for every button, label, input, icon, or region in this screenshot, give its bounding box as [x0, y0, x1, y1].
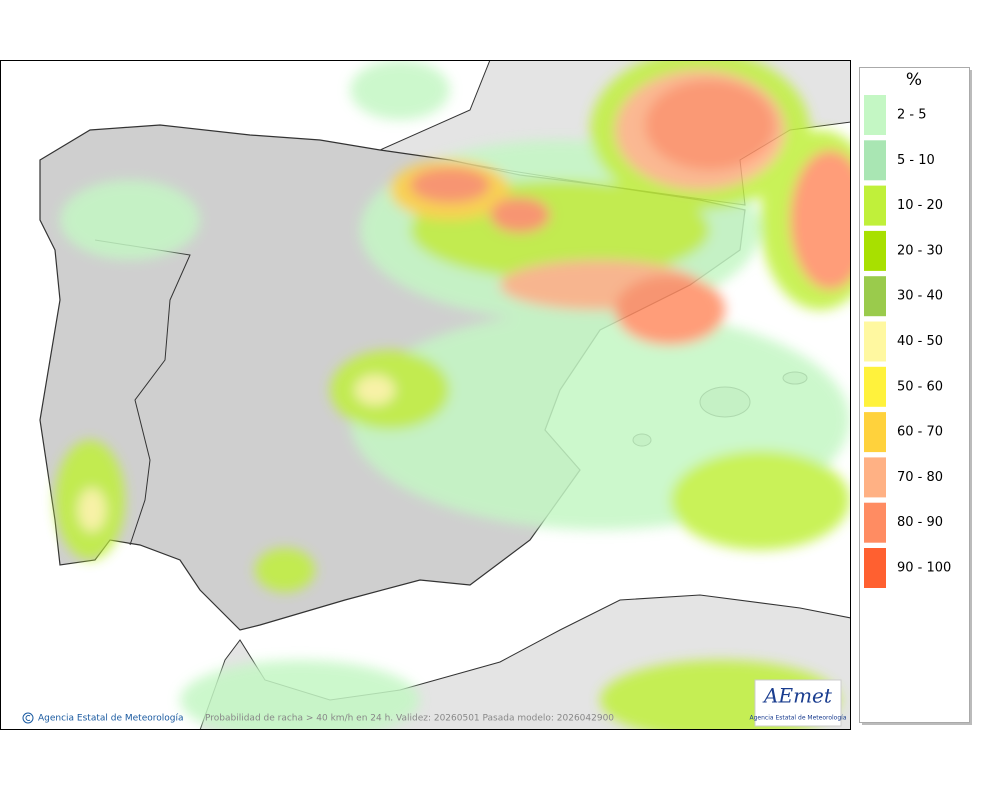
legend-title: %	[906, 70, 922, 90]
legend-label: 50 - 60	[897, 379, 943, 394]
map-frame	[0, 60, 851, 730]
legend-label: 2 - 5	[897, 108, 927, 123]
legend-swatch	[864, 185, 886, 226]
legend-swatch	[864, 230, 886, 271]
portugal-border	[94, 239, 191, 546]
map: Agencia Estatal de Meteorología Probabil…	[1, 61, 850, 729]
copyright-icon	[22, 712, 34, 724]
legend-swatch	[864, 548, 886, 588]
legend-swatch	[864, 366, 886, 407]
logo-mark: AEmet	[762, 684, 833, 708]
legend-label: 70 - 80	[897, 470, 943, 485]
legend-swatch	[864, 412, 886, 453]
agency-credit: Agencia Estatal de Meteorología	[38, 714, 184, 724]
legend-label: 5 - 10	[897, 153, 935, 168]
legend-items: 2 - 5 5 - 10 10 - 20 20 - 30 30 - 40 40 - 50 5…	[864, 95, 951, 588]
map-caption: Probabilidad de racha > 40 km/h en 24 h.…	[205, 714, 614, 724]
legend-swatch	[864, 321, 886, 362]
legend-label: 30 - 40	[897, 289, 943, 304]
legend-label: 40 - 50	[897, 334, 943, 349]
legend-label: 60 - 70	[897, 425, 943, 440]
probability-field	[55, 61, 850, 729]
legend-swatch	[864, 502, 886, 543]
legend-label: 80 - 90	[897, 515, 943, 530]
logo-subtitle: Agencia Estatal de Meteorología	[750, 715, 847, 722]
legend-label: 10 - 20	[897, 198, 943, 213]
legend-swatch	[864, 95, 886, 135]
copyright-icon	[25, 715, 31, 721]
legend-swatch	[864, 276, 886, 317]
legend-label: 20 - 30	[897, 243, 943, 258]
legend-swatch	[864, 457, 886, 498]
legend-swatch	[864, 140, 886, 181]
logo-box	[754, 679, 842, 727]
legend-label: 90 - 100	[897, 561, 951, 576]
